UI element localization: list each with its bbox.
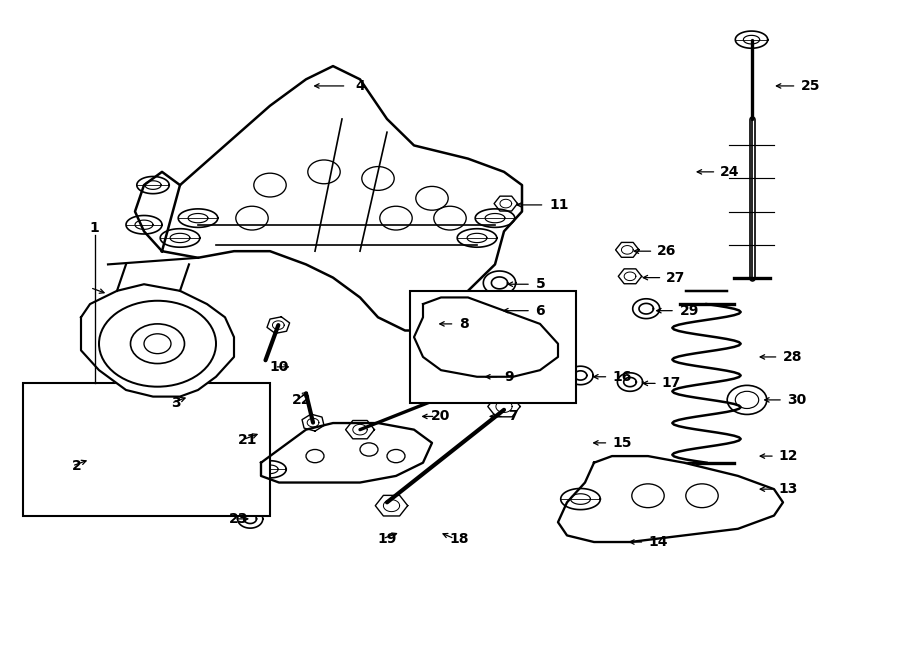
Text: 9: 9	[504, 369, 514, 384]
Text: 19: 19	[377, 531, 397, 546]
Text: 29: 29	[680, 303, 699, 318]
Polygon shape	[81, 284, 234, 397]
Text: 24: 24	[720, 165, 740, 179]
Bar	[22, 383, 270, 516]
Polygon shape	[414, 297, 558, 377]
Text: 11: 11	[549, 198, 569, 212]
Text: 13: 13	[778, 482, 798, 496]
Bar	[410, 291, 576, 403]
Text: 14: 14	[648, 535, 668, 549]
Text: 3: 3	[171, 396, 180, 410]
Text: 7: 7	[508, 409, 518, 424]
Text: 20: 20	[431, 409, 451, 424]
Text: 4: 4	[356, 79, 365, 93]
Text: 18: 18	[449, 531, 469, 546]
Text: 21: 21	[238, 432, 257, 447]
Text: 6: 6	[536, 303, 545, 318]
Text: 28: 28	[783, 350, 803, 364]
Text: 22: 22	[292, 393, 311, 407]
Text: 23: 23	[229, 512, 248, 526]
Text: 2: 2	[72, 459, 81, 473]
Text: 17: 17	[662, 376, 681, 391]
Text: 25: 25	[801, 79, 821, 93]
Text: 15: 15	[612, 436, 632, 450]
Text: 16: 16	[612, 369, 632, 384]
Polygon shape	[558, 456, 783, 542]
Text: 27: 27	[666, 270, 686, 285]
Text: 12: 12	[778, 449, 798, 463]
Text: 5: 5	[536, 277, 545, 292]
Text: 30: 30	[788, 393, 806, 407]
Text: 26: 26	[657, 244, 677, 258]
Text: 1: 1	[90, 221, 99, 235]
Polygon shape	[261, 423, 432, 483]
Text: 10: 10	[269, 360, 289, 374]
Text: 8: 8	[459, 317, 469, 331]
